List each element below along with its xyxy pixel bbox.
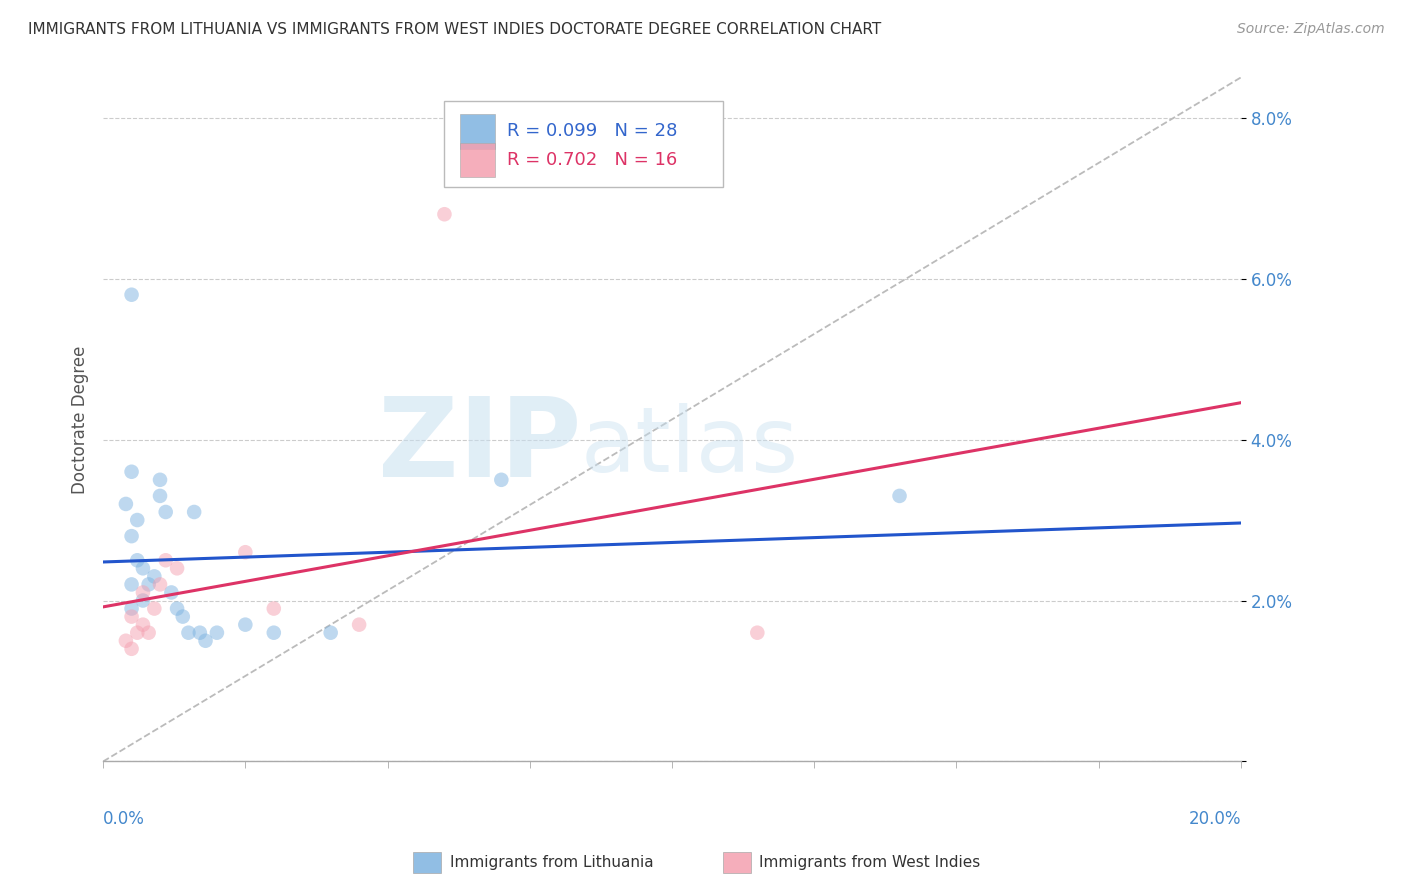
Point xyxy=(127,513,149,527)
Text: R = 0.099   N = 28: R = 0.099 N = 28 xyxy=(508,122,678,140)
Point xyxy=(132,561,155,575)
Point xyxy=(177,625,200,640)
Point xyxy=(263,625,285,640)
Point xyxy=(132,593,155,607)
Point xyxy=(121,465,143,479)
Point xyxy=(143,601,166,615)
Point xyxy=(205,625,228,640)
FancyBboxPatch shape xyxy=(460,143,495,178)
Point xyxy=(132,617,155,632)
Point xyxy=(160,585,183,599)
Point xyxy=(166,601,188,615)
Text: ZIP: ZIP xyxy=(378,393,581,500)
Point xyxy=(319,625,342,640)
Point xyxy=(194,633,217,648)
Point xyxy=(166,561,188,575)
Point xyxy=(149,489,172,503)
Point xyxy=(121,529,143,543)
Point xyxy=(132,585,155,599)
Text: 20.0%: 20.0% xyxy=(1188,810,1241,828)
Point xyxy=(155,553,177,567)
Point xyxy=(889,489,911,503)
Point xyxy=(183,505,205,519)
Point xyxy=(121,601,143,615)
Point xyxy=(121,609,143,624)
Point xyxy=(121,577,143,591)
Text: atlas: atlas xyxy=(581,403,799,491)
Point xyxy=(121,641,143,656)
Point xyxy=(172,609,194,624)
Point xyxy=(149,473,172,487)
Text: Source: ZipAtlas.com: Source: ZipAtlas.com xyxy=(1237,22,1385,37)
Point xyxy=(233,617,256,632)
FancyBboxPatch shape xyxy=(460,114,495,149)
Point xyxy=(347,617,370,632)
Point xyxy=(121,287,143,301)
Point xyxy=(115,633,138,648)
Point xyxy=(149,577,172,591)
Point xyxy=(138,625,160,640)
Point xyxy=(127,553,149,567)
Point xyxy=(233,545,256,559)
Text: Immigrants from Lithuania: Immigrants from Lithuania xyxy=(450,855,654,870)
Point xyxy=(188,625,211,640)
Text: 0.0%: 0.0% xyxy=(103,810,145,828)
Y-axis label: Doctorate Degree: Doctorate Degree xyxy=(72,345,89,493)
Text: Immigrants from West Indies: Immigrants from West Indies xyxy=(759,855,980,870)
Point xyxy=(155,505,177,519)
Point xyxy=(433,207,456,221)
Point xyxy=(127,625,149,640)
Point xyxy=(143,569,166,583)
Text: IMMIGRANTS FROM LITHUANIA VS IMMIGRANTS FROM WEST INDIES DOCTORATE DEGREE CORREL: IMMIGRANTS FROM LITHUANIA VS IMMIGRANTS … xyxy=(28,22,882,37)
Point xyxy=(115,497,138,511)
Point xyxy=(747,625,769,640)
FancyBboxPatch shape xyxy=(444,102,723,187)
Text: R = 0.702   N = 16: R = 0.702 N = 16 xyxy=(508,152,678,169)
Point xyxy=(491,473,513,487)
Point xyxy=(138,577,160,591)
Point xyxy=(263,601,285,615)
